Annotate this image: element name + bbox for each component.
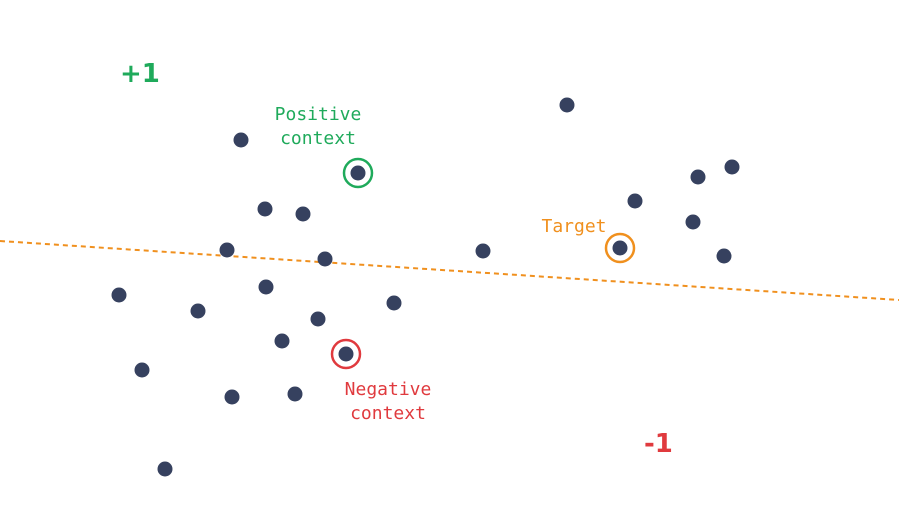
target-ring xyxy=(604,232,636,264)
data-point xyxy=(612,240,628,256)
data-point xyxy=(386,295,402,311)
data-point xyxy=(317,251,333,267)
negative-context-label-line2: context xyxy=(350,403,426,424)
data-point xyxy=(350,165,366,181)
positive-context-ring xyxy=(342,157,374,189)
decision-boundary-line xyxy=(0,240,899,301)
data-point xyxy=(338,346,354,362)
data-point xyxy=(310,311,326,327)
data-point xyxy=(111,287,127,303)
data-point xyxy=(287,386,303,402)
target-label: Target xyxy=(541,216,606,237)
negative-region-label: -1 xyxy=(644,429,673,459)
data-point xyxy=(257,201,273,217)
data-point xyxy=(219,242,235,258)
data-point xyxy=(295,206,311,222)
data-point xyxy=(233,132,249,148)
data-point xyxy=(190,303,206,319)
data-point xyxy=(258,279,274,295)
data-point xyxy=(716,248,732,264)
data-point xyxy=(274,333,290,349)
positive-region-label: +1 xyxy=(120,59,160,89)
data-point xyxy=(224,389,240,405)
data-point xyxy=(724,159,740,175)
data-point xyxy=(134,362,150,378)
data-point xyxy=(157,461,173,477)
positive-context-label-line1: Positive xyxy=(275,104,362,125)
data-point xyxy=(559,97,575,113)
data-point xyxy=(627,193,643,209)
data-point xyxy=(685,214,701,230)
data-point xyxy=(475,243,491,259)
negative-context-ring xyxy=(330,338,362,370)
positive-context-label-line2: context xyxy=(280,128,356,149)
point-cloud xyxy=(111,97,740,477)
data-point xyxy=(690,169,706,185)
negative-context-label-line1: Negative xyxy=(345,379,432,400)
